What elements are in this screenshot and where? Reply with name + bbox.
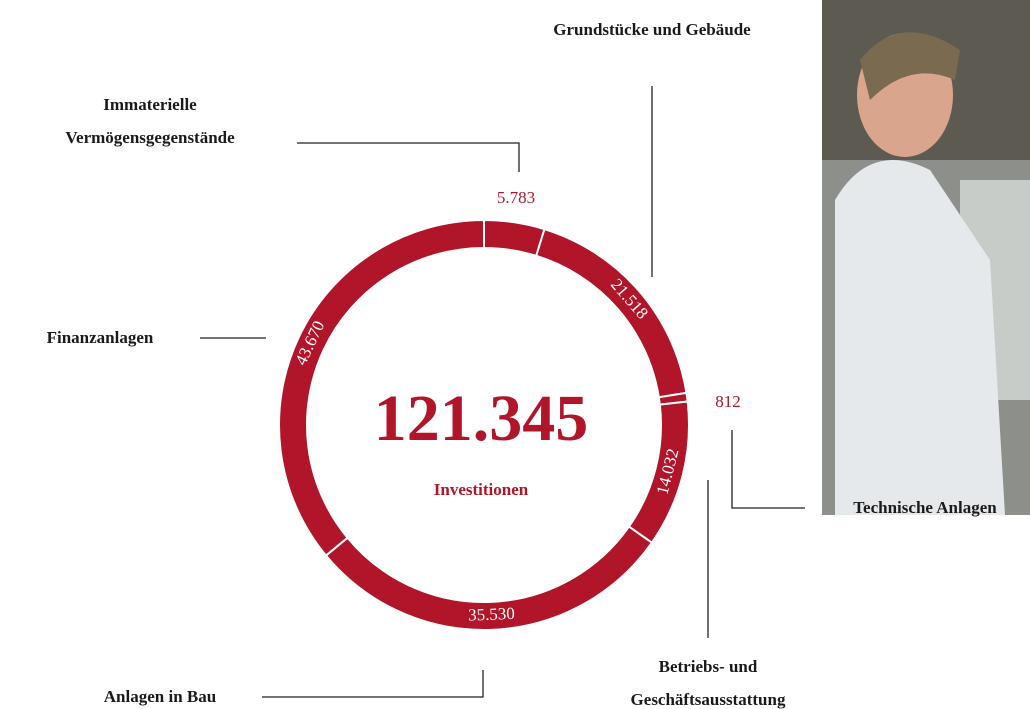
- total-value: 121.345: [374, 382, 589, 455]
- photo: [822, 0, 1030, 515]
- category-label: Technische Anlagen: [815, 491, 1030, 524]
- value-label: 812: [715, 392, 741, 411]
- category-label: Betriebs- und Geschäftsausstattung: [593, 650, 823, 709]
- category-label: Immaterielle Vermögensgegenstände: [20, 88, 280, 154]
- category-label: Finanzanlagen: [10, 321, 190, 354]
- value-label: 35.530: [468, 604, 515, 625]
- leader-line: [732, 430, 805, 508]
- donut-segment: [484, 220, 544, 256]
- value-label: 5.783: [497, 188, 535, 207]
- page: 121.345 Investitionen 5.78321.51881214.0…: [0, 0, 1030, 709]
- leader-line: [297, 143, 519, 172]
- donut-segment: [536, 229, 686, 397]
- category-label: Grundstücke und Gebäude: [552, 13, 752, 46]
- category-label: Anlagen in Bau: [60, 680, 260, 709]
- subtitle: Investitionen: [434, 480, 529, 499]
- leader-line: [262, 670, 483, 697]
